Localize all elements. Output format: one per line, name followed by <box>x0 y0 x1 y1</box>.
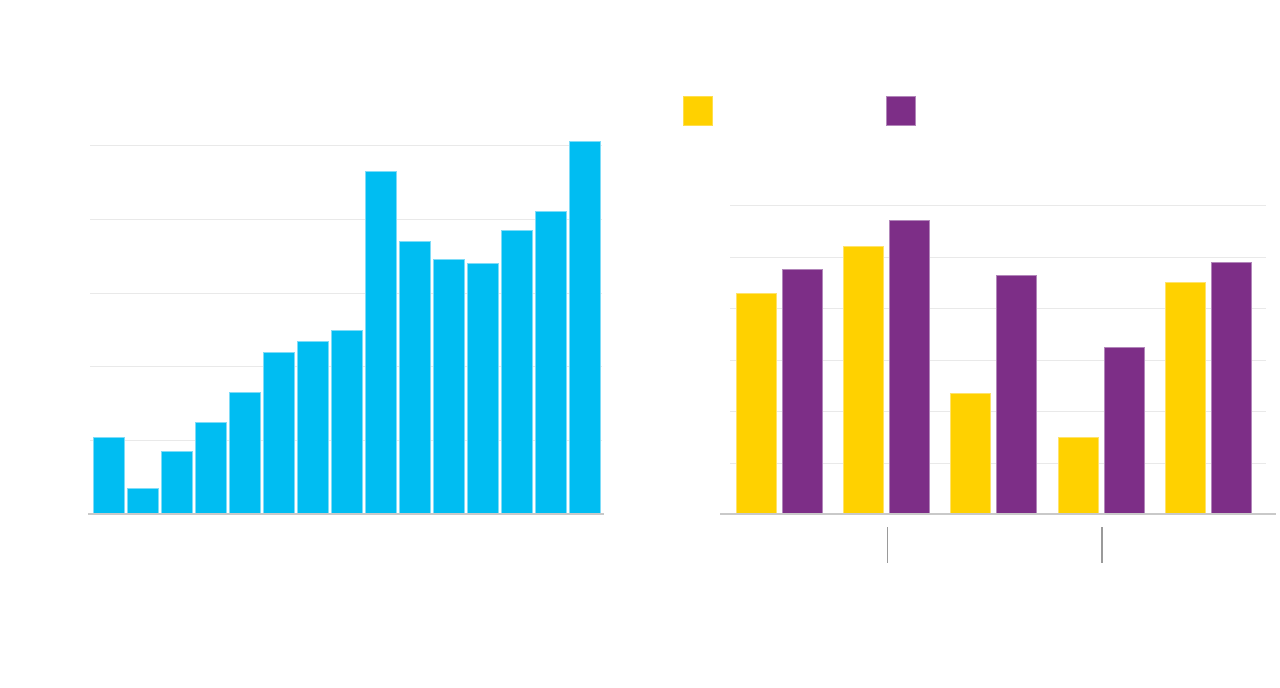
bar <box>161 451 193 514</box>
bar <box>782 269 823 514</box>
bar <box>535 211 567 514</box>
bar <box>501 229 533 514</box>
bar <box>736 292 777 514</box>
gridline <box>730 256 1266 258</box>
bar <box>127 488 159 514</box>
bar <box>195 421 227 514</box>
bar <box>365 170 397 514</box>
bar <box>1103 346 1145 514</box>
bar <box>1057 436 1099 514</box>
x-axis-baseline <box>720 513 1276 515</box>
bar <box>433 259 465 514</box>
bar <box>569 141 601 514</box>
gridline <box>90 218 602 220</box>
x-axis-tick <box>886 527 889 563</box>
bar <box>1164 282 1206 514</box>
bar <box>93 436 125 514</box>
bar <box>263 351 295 514</box>
bar <box>996 274 1038 514</box>
gridline <box>90 292 602 294</box>
legend-swatch-yellow <box>683 96 713 126</box>
bar <box>1210 261 1252 514</box>
bar <box>229 392 261 514</box>
x-axis-baseline <box>88 513 604 515</box>
legend-swatch-purple <box>886 96 916 126</box>
bar <box>297 340 329 514</box>
bar <box>950 392 992 514</box>
gridline <box>730 205 1266 206</box>
bar <box>467 263 499 514</box>
bar <box>889 220 931 514</box>
bar <box>399 240 431 514</box>
bar <box>843 246 885 514</box>
bar <box>331 329 363 514</box>
gridline <box>90 145 602 146</box>
x-axis-tick <box>1101 527 1103 563</box>
